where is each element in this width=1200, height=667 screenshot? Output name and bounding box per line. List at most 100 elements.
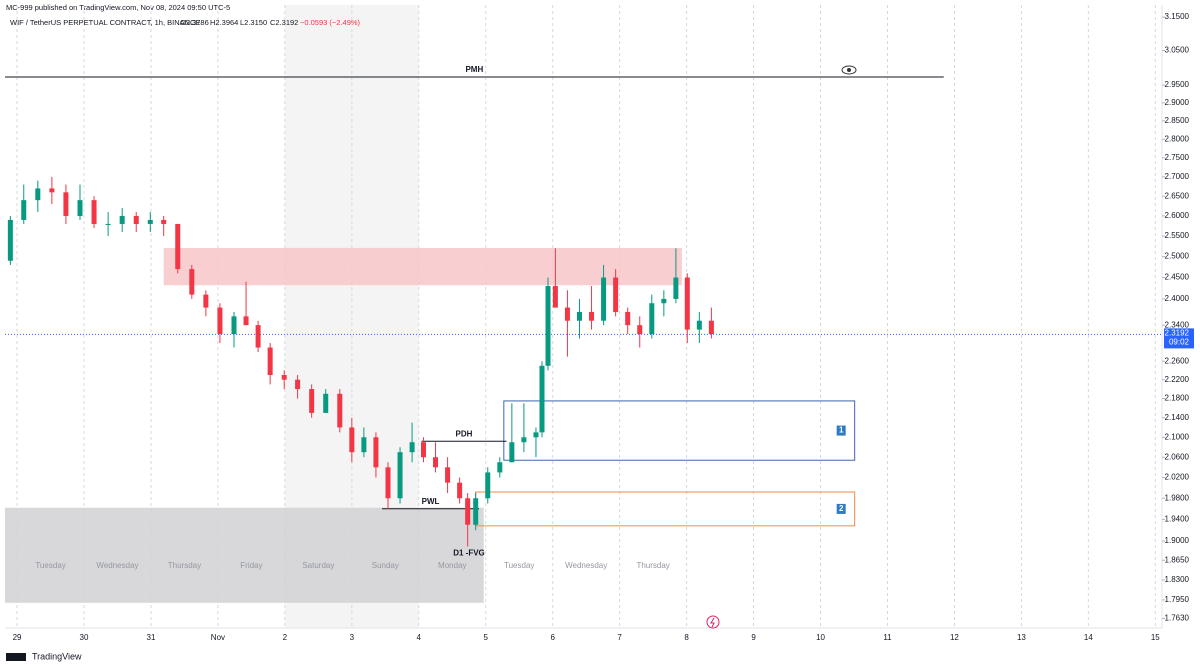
weekday-label: Tuesday: [504, 561, 534, 570]
y-tick-label: 3.1500: [1165, 12, 1190, 21]
y-tick-label: 2.8000: [1165, 134, 1190, 143]
x-tick-label: 8: [684, 633, 689, 642]
candle-body: [589, 311, 595, 321]
candle-body: [420, 442, 426, 458]
y-tick-label: 2.2600: [1165, 356, 1190, 365]
annotation: D1 -FVG: [453, 549, 485, 558]
candle-body: [613, 277, 619, 312]
candle-body: [309, 389, 315, 413]
change: −0.0593 (−2.49%): [300, 18, 361, 27]
candle-body: [295, 379, 301, 390]
y-tick-label: 2.4000: [1165, 294, 1190, 303]
level-label: PDH: [456, 429, 473, 438]
y-tick-label: 2.1400: [1165, 413, 1190, 422]
last-price-label: 2.3192: [1165, 329, 1190, 338]
symbol: WIF / TetherUS PERPETUAL CONTRACT, 1h, B…: [10, 18, 200, 27]
candle-body: [473, 498, 479, 525]
y-tick-label: 2.0600: [1165, 452, 1190, 461]
x-tick-label: 9: [751, 633, 756, 642]
weekday-label: Wednesday: [565, 561, 607, 570]
weekday-label: Monday: [438, 561, 466, 570]
x-tick-label: 31: [147, 633, 156, 642]
brand: TradingView: [32, 651, 82, 661]
y-tick-label: 2.5000: [1165, 252, 1190, 261]
zone-label: 2: [839, 504, 844, 513]
y-tick-label: 1.7630: [1165, 614, 1190, 623]
weekday-label: Friday: [240, 561, 262, 570]
level-label: PMH: [465, 65, 483, 74]
candle-body: [497, 462, 503, 473]
candle-body: [708, 320, 714, 335]
y-tick-label: 1.9000: [1165, 536, 1190, 545]
candle-body: [175, 223, 181, 270]
candle-body: [119, 215, 125, 224]
candle-body: [337, 393, 343, 428]
y-tick-label: 2.7000: [1165, 172, 1190, 181]
candle-body: [35, 188, 41, 201]
y-tick-label: 2.4500: [1165, 273, 1190, 282]
y-tick-label: 2.3400: [1165, 320, 1190, 329]
x-tick-label: 3: [350, 633, 355, 642]
x-tick-label: 10: [816, 633, 825, 642]
y-tick-label: 1.8300: [1165, 575, 1190, 584]
zone: [163, 247, 682, 286]
candle-body: [576, 311, 582, 321]
x-tick-label: 13: [1017, 633, 1026, 642]
x-tick-label: 6: [550, 633, 555, 642]
level-label: PWL: [422, 497, 440, 506]
zone: [5, 507, 484, 603]
x-tick-label: Nov: [211, 633, 225, 642]
ohlc-low: L2.3150: [240, 18, 267, 27]
candle-body: [601, 277, 607, 321]
weekday-label: Tuesday: [35, 561, 65, 570]
y-tick-label: 1.9800: [1165, 493, 1190, 502]
candle-body: [539, 365, 545, 433]
ohlc-high: H2.3964: [210, 18, 238, 27]
weekday-label: Wednesday: [96, 561, 138, 570]
x-tick-label: 12: [950, 633, 959, 642]
weekday-label: Saturday: [302, 561, 334, 570]
candle-body: [361, 437, 367, 453]
candle-body: [696, 320, 702, 330]
candle-body: [281, 375, 287, 380]
candle-body: [231, 316, 237, 335]
candle-body: [189, 269, 195, 295]
weekday-label: Sunday: [372, 561, 399, 570]
zone-badge: [836, 503, 846, 514]
candle-body: [267, 347, 273, 376]
x-tick-label: 2: [283, 633, 288, 642]
weekday-label: Thursday: [636, 561, 669, 570]
y-tick-label: 2.1000: [1165, 432, 1190, 441]
candle-body: [684, 277, 690, 330]
y-tick-label: 1.8650: [1165, 555, 1190, 564]
candle-body: [349, 427, 355, 453]
candle-body: [243, 316, 249, 326]
candle-body: [552, 286, 558, 308]
candle-body: [385, 467, 391, 499]
eye-icon: [841, 65, 857, 75]
candle-body: [63, 192, 69, 216]
x-tick-label: 15: [1151, 633, 1160, 642]
y-tick-label: 2.5500: [1165, 231, 1190, 240]
x-tick-label: 4: [417, 633, 422, 642]
candle-body: [485, 472, 491, 499]
y-tick-label: 2.9000: [1165, 98, 1190, 107]
y-tick-label: 2.6500: [1165, 191, 1190, 200]
y-tick-label: 2.2200: [1165, 375, 1190, 384]
y-tick-label: 2.7500: [1165, 153, 1190, 162]
candle-body: [397, 452, 403, 499]
y-tick-label: 2.8500: [1165, 116, 1190, 125]
candle-body: [625, 311, 631, 326]
x-tick-label: 14: [1084, 633, 1093, 642]
logo: [6, 653, 26, 661]
y-tick-label: 2.1800: [1165, 394, 1190, 403]
candle-body: [323, 393, 329, 413]
x-tick-label: 30: [80, 633, 89, 642]
candle-body: [509, 442, 515, 463]
y-tick-label: 2.6000: [1165, 211, 1190, 220]
candle-body: [49, 188, 55, 193]
candle-body: [564, 307, 570, 321]
candle-body: [7, 219, 13, 261]
candle-body: [373, 437, 379, 468]
